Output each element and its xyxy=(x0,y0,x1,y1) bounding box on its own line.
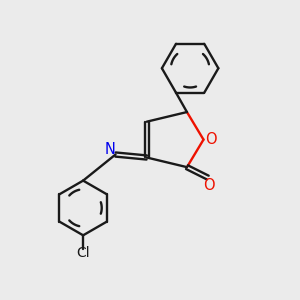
Text: O: O xyxy=(203,178,215,194)
Text: N: N xyxy=(105,142,116,157)
Text: O: O xyxy=(205,132,217,147)
Text: Cl: Cl xyxy=(76,246,90,260)
